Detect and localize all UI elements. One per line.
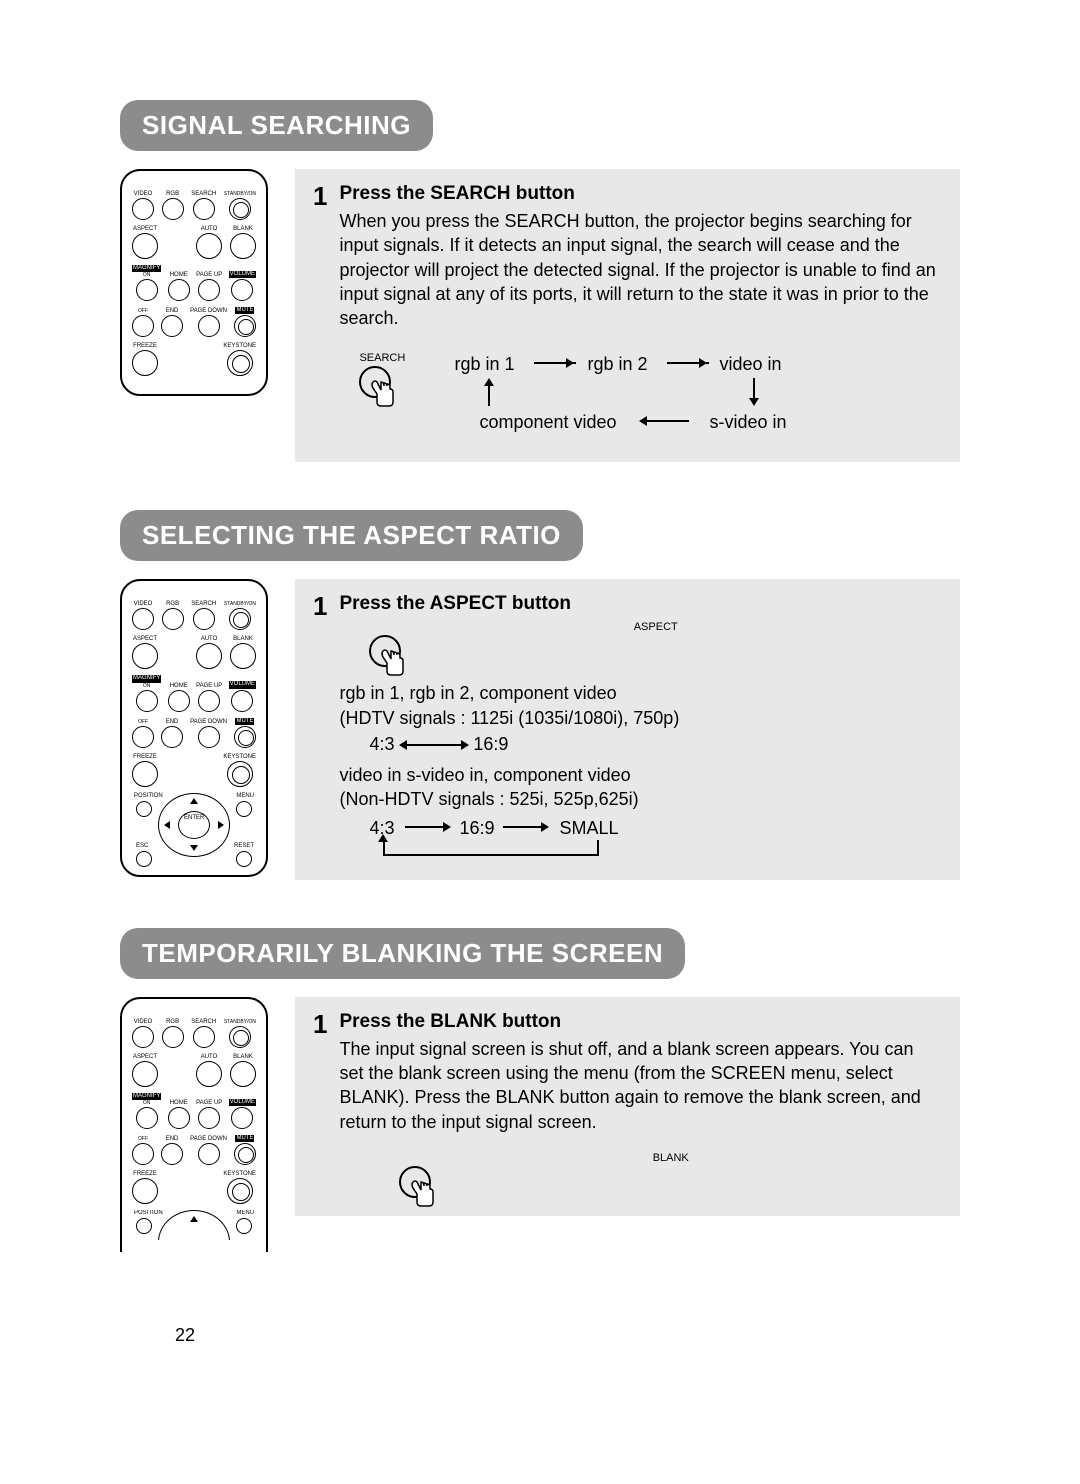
step-text: The input signal screen is shut off, and… (339, 1037, 942, 1134)
step-number: 1 (313, 593, 327, 861)
press-aspect-icon (369, 635, 401, 667)
step-number: 1 (313, 1011, 327, 1198)
hand-icon (411, 1180, 439, 1210)
step-title: Press the ASPECT button (339, 593, 942, 615)
arrow-bidirectional-icon (399, 740, 469, 750)
remote-diagram-1: VIDEO RGB SEARCH STANDBY/ON ASPECT AUTO … (120, 169, 275, 396)
remote-diagram-2: VIDEO RGB SEARCH STANDBY/ON ASPECT AUTO … (120, 579, 275, 876)
step-number: 1 (313, 183, 327, 444)
header-aspect: SELECTING THE ASPECT RATIO (120, 510, 583, 561)
header-signal: SIGNAL SEARCHING (120, 100, 433, 151)
aspect-cycle-diagram: 4:3 16:9 SMALL (369, 818, 942, 862)
page-number: 22 (175, 1325, 195, 1346)
section-aspect-ratio: SELECTING THE ASPECT RATIO VIDEO RGB SEA… (120, 510, 960, 879)
content-blank: 1 Press the BLANK button The input signa… (295, 997, 960, 1216)
section-blanking: TEMPORARILY BLANKING THE SCREEN VIDEO RG… (120, 928, 960, 1252)
step-title: Press the BLANK button (339, 1011, 942, 1033)
press-blank-icon (399, 1166, 431, 1198)
section-signal-searching: SIGNAL SEARCHING VIDEO RGB SEARCH STANDB… (120, 100, 960, 462)
header-blank: TEMPORARILY BLANKING THE SCREEN (120, 928, 685, 979)
search-flow-diagram: SEARCH rgb in 1 rgb in 2 video in (339, 344, 942, 444)
hand-icon (381, 649, 409, 679)
step-title: Press the SEARCH button (339, 183, 942, 205)
hand-icon (371, 380, 399, 410)
remote-diagram-3: VIDEO RGB SEARCH STANDBY/ON ASPECT AUTO … (120, 997, 275, 1252)
content-aspect: 1 Press the ASPECT button ASPECT rgb in … (295, 579, 960, 879)
step-text: When you press the SEARCH button, the pr… (339, 209, 942, 330)
content-signal: 1 Press the SEARCH button When you press… (295, 169, 960, 462)
press-search-icon (359, 366, 391, 398)
